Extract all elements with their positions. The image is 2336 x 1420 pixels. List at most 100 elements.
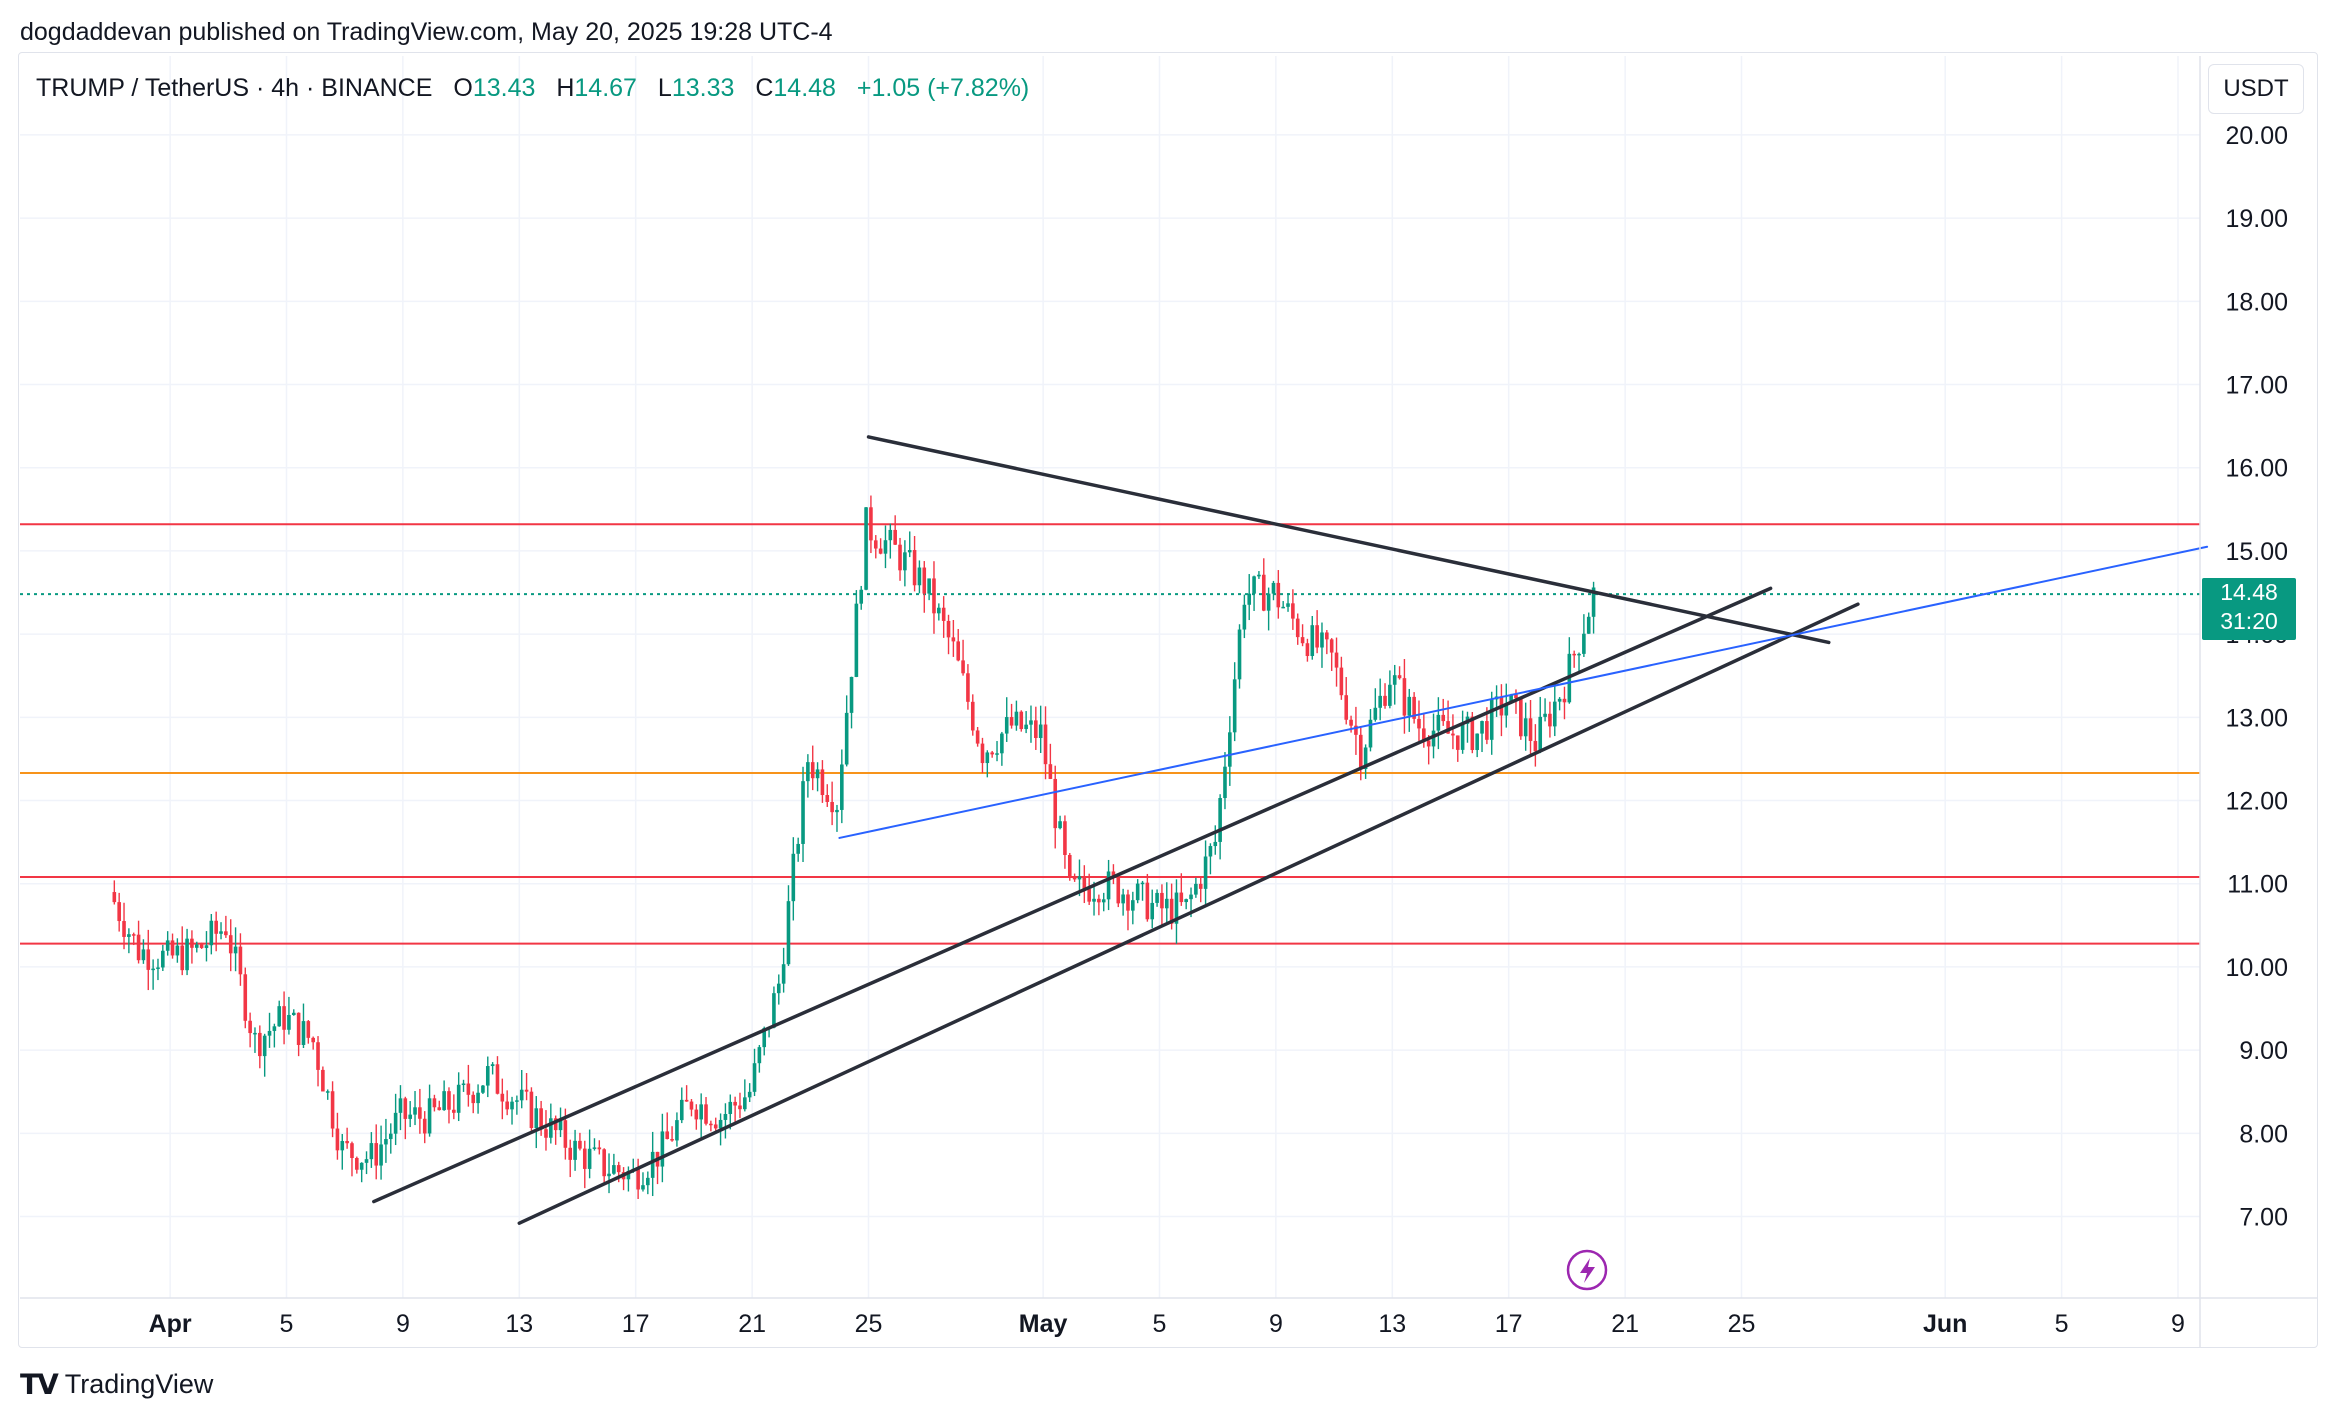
candle-body <box>806 762 810 782</box>
candle-body <box>840 764 844 810</box>
candle-body <box>1014 711 1019 726</box>
time-tick-label: May <box>1019 1310 1068 1338</box>
time-tick-label: Jun <box>1923 1310 1967 1338</box>
candle-body <box>636 1168 640 1190</box>
candle-body <box>1276 582 1281 608</box>
candle-body <box>1354 725 1358 735</box>
candle-body <box>1169 898 1174 924</box>
candle-body <box>1489 699 1494 740</box>
symbol-label[interactable]: TRUMP / TetherUS · 4h · BINANCE <box>36 74 433 102</box>
candle-body <box>1058 821 1062 829</box>
time-tick-label: 25 <box>855 1310 883 1338</box>
candle-body <box>136 934 141 961</box>
candle-body <box>219 931 223 934</box>
candle-body <box>262 1035 267 1057</box>
time-tick-label: 13 <box>1378 1310 1406 1338</box>
time-tick-label: 9 <box>1269 1310 1283 1338</box>
candle-body <box>510 1101 514 1110</box>
candle-body <box>1368 719 1373 748</box>
candle-body <box>1247 593 1252 605</box>
candle-body <box>185 938 189 971</box>
candle-body <box>1223 766 1227 799</box>
candle-body <box>544 1129 548 1138</box>
candle-body <box>1470 716 1475 751</box>
candle-body <box>165 940 170 951</box>
candle-body <box>568 1147 573 1160</box>
candle-body <box>1349 719 1353 726</box>
candle-body <box>704 1104 708 1124</box>
lightning-icon[interactable] <box>1566 1249 1608 1291</box>
candle-body <box>452 1109 456 1113</box>
footer-brand[interactable]: 𝗧𝗩 TradingView <box>20 1368 213 1401</box>
candle-body <box>461 1083 466 1086</box>
candle-body <box>1412 696 1416 719</box>
candle-body <box>418 1107 422 1119</box>
candle-body <box>122 921 126 937</box>
currency-button[interactable]: USDT <box>2208 64 2304 114</box>
candle-body <box>932 578 936 614</box>
candle-body <box>1344 695 1349 720</box>
candle-body <box>825 795 830 802</box>
candle-body <box>1213 841 1218 847</box>
descending-trendline[interactable] <box>866 435 1831 645</box>
candle-body <box>616 1165 621 1173</box>
candle-body <box>1426 740 1431 747</box>
candle-body <box>912 550 917 586</box>
candle-body <box>602 1149 606 1177</box>
time-tick-label: 13 <box>505 1310 533 1338</box>
candle-body <box>1358 734 1363 770</box>
candle-body <box>214 920 218 934</box>
candle-body <box>1072 876 1077 880</box>
candle-body <box>733 1101 737 1106</box>
candle-body <box>1029 720 1033 725</box>
candle-body <box>403 1098 408 1119</box>
last-price-tag: 14.48 31:20 <box>2202 578 2296 640</box>
candle-body <box>253 1032 257 1035</box>
candle-body <box>1257 574 1261 577</box>
candle-body <box>995 753 999 755</box>
candle-body <box>340 1141 345 1151</box>
channel-upper-line[interactable] <box>372 586 1773 1204</box>
candle-body <box>490 1064 495 1067</box>
candle-body <box>592 1147 597 1149</box>
candle-body <box>1480 721 1484 734</box>
price-tick-label: 18.00 <box>2225 288 2288 316</box>
time-tick-label: Apr <box>149 1310 192 1338</box>
candle-body <box>1009 717 1014 726</box>
candle-body <box>180 945 185 971</box>
time-tick-label: 17 <box>622 1310 650 1338</box>
high-value: 14.67 <box>574 74 637 102</box>
channel-lower-line[interactable] <box>517 602 1860 1225</box>
candle-body <box>709 1123 713 1126</box>
candle-body <box>1552 701 1557 727</box>
candle-body <box>549 1118 553 1138</box>
candle-body <box>587 1148 592 1169</box>
candle-body <box>801 781 805 844</box>
high-label: H <box>556 74 575 102</box>
candle-body <box>296 1012 301 1045</box>
candle-body <box>1111 871 1116 879</box>
price-tick-label: 7.00 <box>2239 1204 2288 1232</box>
candle-body <box>204 945 209 948</box>
candle-body <box>1053 778 1058 829</box>
open-value: 13.43 <box>472 74 536 102</box>
low-value: 13.33 <box>671 74 735 102</box>
candle-body <box>117 902 121 922</box>
candle-body <box>248 1020 252 1034</box>
candle-body <box>641 1185 645 1190</box>
candle-body <box>1140 882 1145 885</box>
price-tick-label: 12.00 <box>2225 788 2288 816</box>
candle-body <box>1252 576 1256 594</box>
blue-trendline[interactable] <box>838 545 2209 839</box>
candle-body <box>1441 714 1446 722</box>
time-tick-label: 21 <box>1611 1310 1639 1338</box>
candle-body <box>1179 892 1184 903</box>
candle-body <box>437 1107 442 1111</box>
candle-body <box>141 949 146 961</box>
chart-frame <box>18 52 2318 1348</box>
candle-body <box>612 1165 616 1174</box>
candle-body <box>980 743 985 764</box>
candle-body <box>1024 724 1028 730</box>
price-tick-label: 20.00 <box>2225 122 2288 150</box>
